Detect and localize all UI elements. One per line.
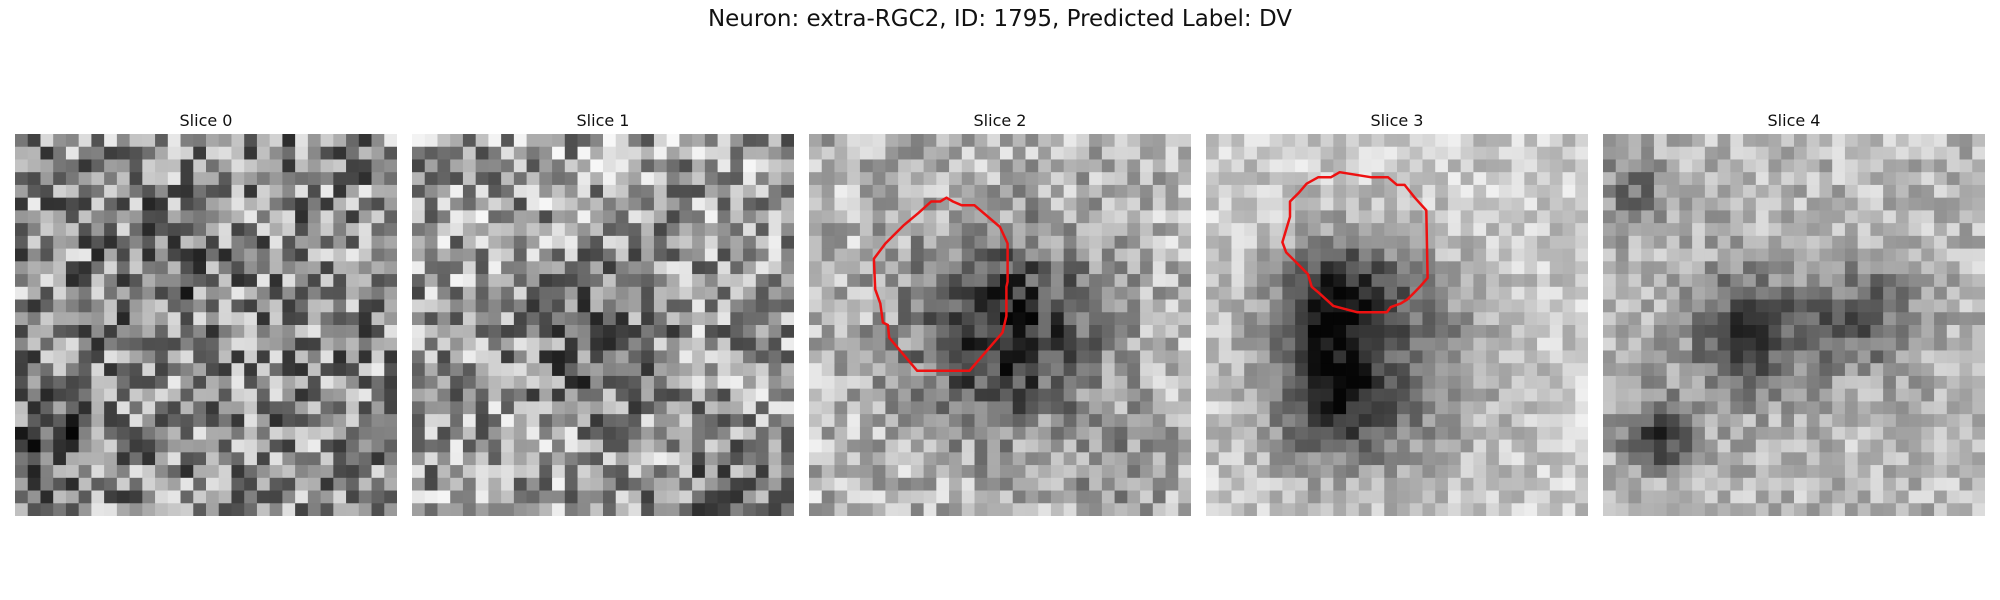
slice-title: Slice 2 — [973, 111, 1027, 130]
slice-title: Slice 0 — [179, 111, 233, 130]
slice-title: Slice 1 — [576, 111, 630, 130]
slice-title: Slice 4 — [1767, 111, 1821, 130]
segmentation-contour — [1281, 170, 1429, 314]
pixel-grid — [1603, 134, 1985, 516]
figure-title: Neuron: extra-RGC2, ID: 1795, Predicted … — [707, 6, 1293, 32]
segmentation-contour — [872, 196, 1009, 373]
slice-image-2 — [809, 134, 1191, 516]
slice-title: Slice 3 — [1370, 111, 1424, 130]
slice-image-0 — [15, 134, 397, 516]
slice-panel-4: Slice 4 — [1603, 108, 1985, 516]
slice-image-3 — [1206, 134, 1588, 516]
slice-panel-1: Slice 1 — [412, 108, 794, 516]
pixel-grid — [412, 134, 794, 516]
slice-panel-0: Slice 0 — [15, 108, 397, 516]
pixel-grid — [15, 134, 397, 516]
pixel-grid — [1206, 134, 1588, 516]
slice-panel-2: Slice 2 — [809, 108, 1191, 516]
slice-image-4 — [1603, 134, 1985, 516]
slice-panel-3: Slice 3 — [1206, 108, 1588, 516]
pixel-grid — [809, 134, 1191, 516]
slice-image-1 — [412, 134, 794, 516]
